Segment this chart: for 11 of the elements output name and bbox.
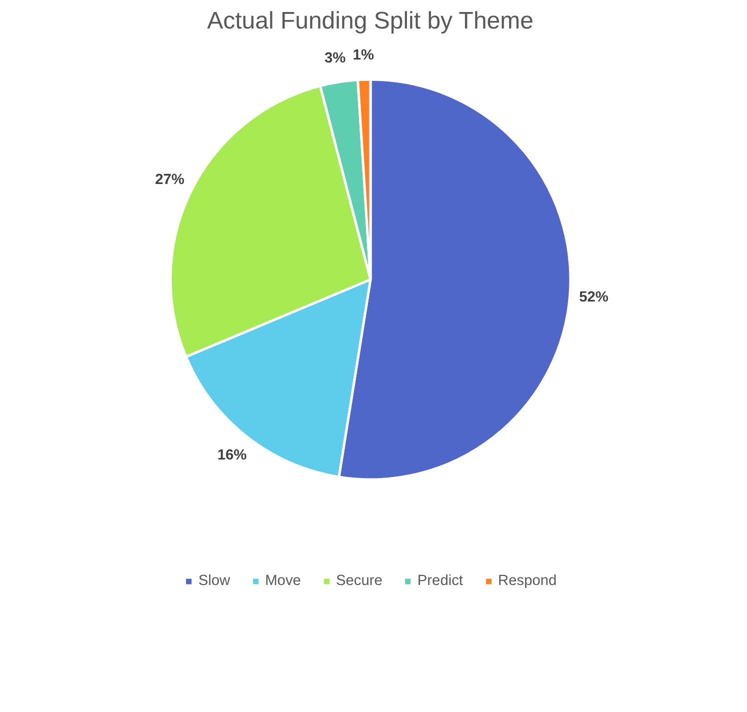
- data-label: 16%: [217, 448, 247, 464]
- legend-label: Move: [265, 573, 301, 589]
- data-label: 27%: [155, 172, 184, 188]
- legend-label: Slow: [198, 573, 230, 589]
- data-label: 3%: [324, 50, 346, 66]
- data-label: 52%: [579, 289, 608, 306]
- legend-label: Predict: [417, 573, 464, 589]
- data-label: 1%: [352, 48, 374, 64]
- legend-label: Respond: [498, 573, 557, 589]
- chart-title: Actual Funding Split by Theme: [207, 8, 534, 34]
- legend-label: Secure: [336, 573, 382, 589]
